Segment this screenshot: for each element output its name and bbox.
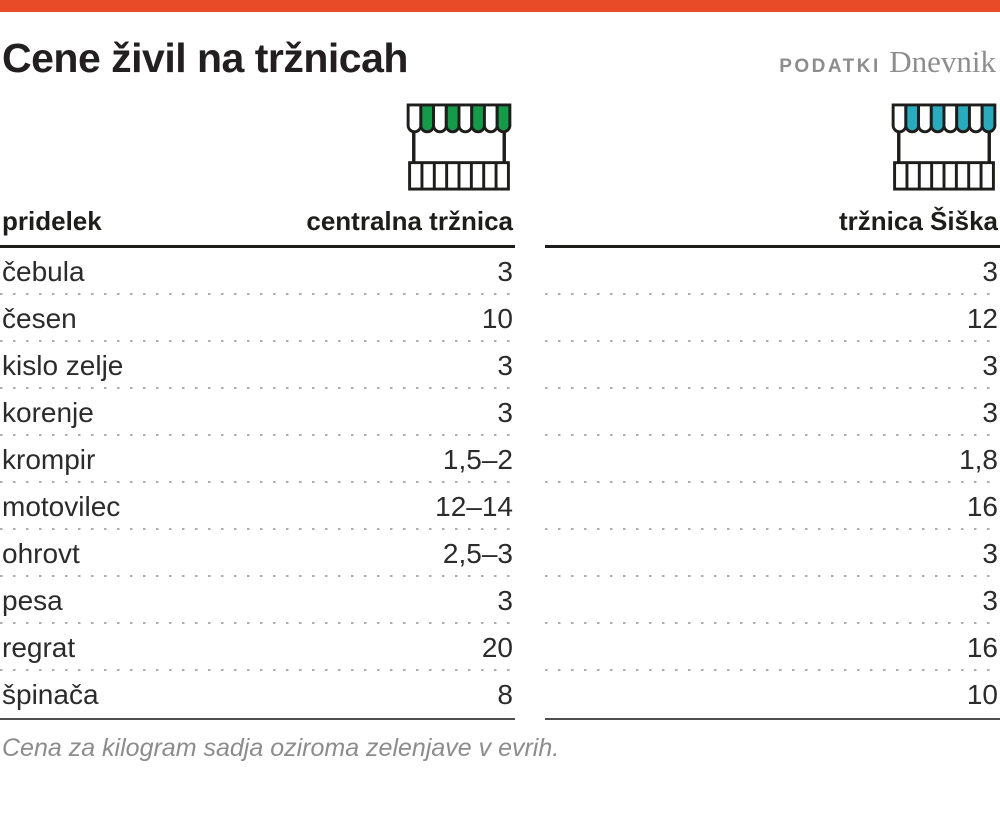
price-value-siska: 10 — [966, 678, 998, 710]
product-label: krompir — [2, 443, 96, 475]
table-row: 3 — [545, 342, 1000, 389]
price-value-siska: 16 — [966, 490, 998, 522]
market-stall-teal-icon — [891, 103, 997, 191]
table-row: česen 10 — [0, 295, 515, 342]
price-value-siska: 3 — [982, 349, 998, 381]
brand-dnevnik-label: Dnevnik — [889, 44, 996, 79]
table-row: 3 — [545, 248, 1000, 295]
product-label: pesa — [2, 584, 63, 616]
price-value-central: 10 — [481, 302, 513, 334]
price-value-central: 3 — [497, 396, 513, 428]
table-row: 16 — [545, 624, 1000, 671]
table-row: 16 — [545, 483, 1000, 530]
table-rows-central: čebula 3 česen 10 kislo zelje 3 korenje … — [0, 248, 515, 720]
price-value-central: 12–14 — [435, 490, 513, 522]
product-label: čebula — [2, 255, 85, 287]
column-header-centralna-trznica: centralna tržnica — [306, 206, 513, 236]
price-value-siska: 3 — [982, 584, 998, 616]
brand-podatki-label: PODATKI — [779, 56, 881, 77]
page-header: Cene živil na tržnicah PODATKI Dnevnik — [0, 12, 1000, 82]
table-header-siska: tržnica Šiška — [545, 192, 1000, 248]
column-header-pridelek: pridelek — [2, 206, 102, 236]
table-row: korenje 3 — [0, 389, 515, 436]
table-row: čebula 3 — [0, 248, 515, 295]
table-row: špinača 8 — [0, 671, 515, 718]
table-rows-siska: 3 12 3 3 1,8 16 3 3 16 — [545, 248, 1000, 720]
page-title: Cene živil na tržnicah — [2, 35, 408, 81]
price-value-central: 2,5–3 — [442, 537, 513, 569]
table-row: 1,8 — [545, 436, 1000, 483]
table-centralna-trznica: pridelek centralna tržnica čebula 3 čese… — [0, 102, 515, 720]
icon-wrap-central — [0, 102, 515, 192]
product-label: ohrovt — [2, 537, 80, 569]
product-label: česen — [2, 302, 77, 334]
product-label: špinača — [2, 678, 99, 710]
top-accent-bar — [0, 0, 1000, 12]
price-value-siska: 3 — [982, 255, 998, 287]
price-value-central: 3 — [497, 584, 513, 616]
footnote: Cena za kilogram sadja oziroma zelenjave… — [2, 734, 560, 762]
price-tables: pridelek centralna tržnica čebula 3 čese… — [0, 102, 1000, 720]
price-value-central: 1,5–2 — [442, 443, 513, 475]
price-value-siska: 3 — [982, 537, 998, 569]
column-header-trznica-siska: tržnica Šiška — [839, 206, 998, 236]
price-value-central: 8 — [497, 678, 513, 710]
table-row: 12 — [545, 295, 1000, 342]
price-value-siska: 16 — [966, 631, 998, 663]
icon-wrap-siska — [545, 102, 1000, 192]
product-label: motovilec — [2, 490, 121, 522]
market-stall-green-icon — [406, 103, 512, 191]
table-row: 3 — [545, 389, 1000, 436]
product-label: korenje — [2, 396, 94, 428]
product-label: regrat — [2, 631, 76, 663]
product-label: kislo zelje — [2, 349, 124, 381]
table-row: 3 — [545, 577, 1000, 624]
table-row: krompir 1,5–2 — [0, 436, 515, 483]
table-row: ohrovt 2,5–3 — [0, 530, 515, 577]
table-row: 3 — [545, 530, 1000, 577]
price-value-central: 3 — [497, 349, 513, 381]
table-row: pesa 3 — [0, 577, 515, 624]
price-value-siska: 1,8 — [959, 443, 998, 475]
price-value-central: 20 — [481, 631, 513, 663]
table-row: 10 — [545, 671, 1000, 718]
table-trznica-siska: tržnica Šiška 3 12 3 3 1,8 16 3 — [545, 102, 1000, 720]
table-row: kislo zelje 3 — [0, 342, 515, 389]
price-value-central: 3 — [497, 255, 513, 287]
brand-logo: PODATKI Dnevnik — [779, 44, 998, 80]
table-row: regrat 20 — [0, 624, 515, 671]
price-value-siska: 12 — [966, 302, 998, 334]
price-value-siska: 3 — [982, 396, 998, 428]
table-row: motovilec 12–14 — [0, 483, 515, 530]
table-header-central: pridelek centralna tržnica — [0, 192, 515, 248]
